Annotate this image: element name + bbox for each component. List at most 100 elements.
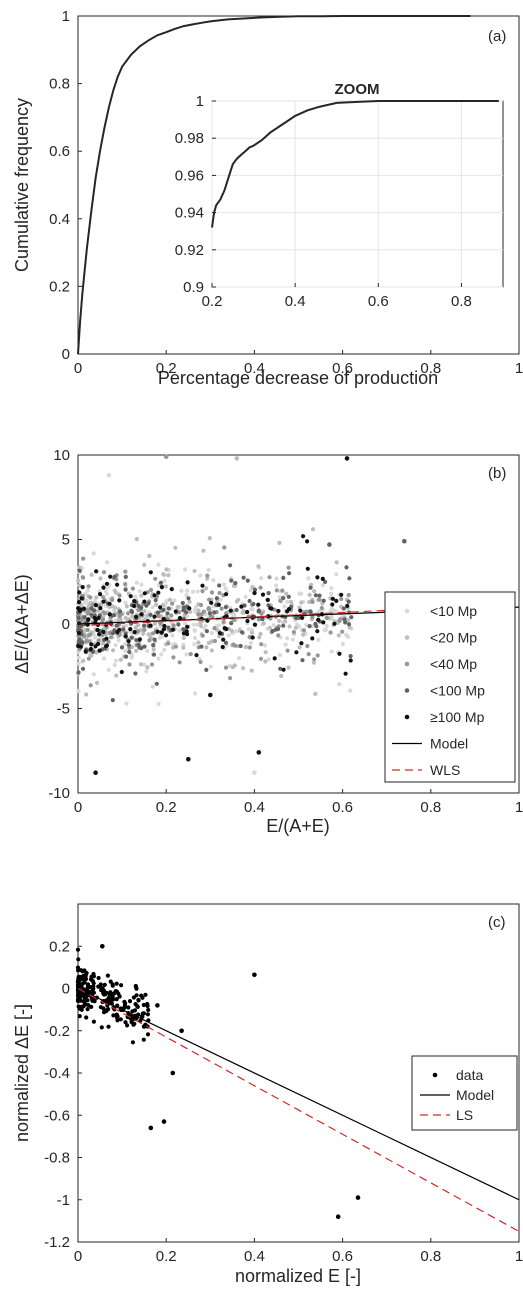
panel-b-point xyxy=(221,582,227,587)
panel-b-point xyxy=(294,616,299,621)
panel-a-ylabel: Cumulative frequency xyxy=(12,98,32,272)
panel-b-point xyxy=(239,604,244,609)
panel-b-point xyxy=(256,602,261,607)
panel-b-point xyxy=(324,627,329,632)
panel-b-point xyxy=(278,598,283,603)
panel-b-point xyxy=(339,592,344,597)
panel-b-point xyxy=(161,607,166,613)
panel-b-point xyxy=(110,631,115,636)
panel-c-point xyxy=(252,972,257,978)
panel-b-point xyxy=(336,633,341,638)
panel-c-legend-label: LS xyxy=(456,1107,473,1123)
panel-b-point xyxy=(261,621,266,626)
panel-c-point xyxy=(116,991,121,997)
panel-b-point xyxy=(111,648,116,653)
panel-b-point xyxy=(279,673,284,679)
panel-b-point xyxy=(281,575,286,581)
panel-b-point xyxy=(104,636,109,641)
panel-b-point xyxy=(285,648,290,653)
panel-b-point xyxy=(259,576,264,581)
panel-c-point xyxy=(148,1125,154,1131)
panel-b-point xyxy=(250,635,255,640)
panel-c-point xyxy=(91,1019,96,1024)
panel-b-point xyxy=(328,609,333,614)
panel-b-point xyxy=(191,622,196,627)
panel-b-point xyxy=(332,621,337,626)
panel-b-point xyxy=(196,608,201,613)
panel-b-point xyxy=(247,598,252,604)
panel-b-point xyxy=(277,540,282,546)
panel-b-point xyxy=(327,542,332,547)
panel-b-xtick-label: 0.6 xyxy=(332,799,353,816)
panel-b-point xyxy=(128,594,133,599)
panel-b-point xyxy=(241,666,246,671)
panel-b-point xyxy=(77,565,82,570)
panel-b-point xyxy=(205,573,210,578)
panel-b-point xyxy=(148,623,153,628)
panel-b-point xyxy=(123,631,128,636)
panel-b-point xyxy=(95,627,100,633)
panel-b-point xyxy=(152,593,157,598)
panel-b-point xyxy=(234,456,240,461)
panel-b-point xyxy=(171,655,176,660)
panel-b-point xyxy=(113,658,119,663)
panel-b-point xyxy=(88,595,93,600)
panel-b-point xyxy=(348,654,353,659)
panel-b-point xyxy=(129,655,134,660)
panel-b-point xyxy=(245,609,250,615)
panel-b-point xyxy=(90,649,96,655)
panel-b-point xyxy=(162,647,167,653)
panel-b-point xyxy=(126,639,131,644)
panel-b-legend-marker xyxy=(404,661,410,667)
panel-b-point xyxy=(281,595,286,601)
panel-b-point xyxy=(321,620,326,625)
inset-cdf-line xyxy=(211,100,499,228)
panel-b-point xyxy=(293,625,298,631)
panel-b-point xyxy=(250,607,255,612)
panel-b-point xyxy=(300,658,305,663)
panel-b-point xyxy=(344,565,349,570)
panel-b-point xyxy=(163,454,169,460)
panel-b-legend-label: Model xyxy=(430,736,468,752)
panel-b-point xyxy=(307,624,312,629)
panel-b-point xyxy=(170,627,176,632)
panel-b-point xyxy=(104,581,110,586)
panel-b-point xyxy=(310,615,315,620)
panel-b-point xyxy=(169,613,174,618)
panel-c-point xyxy=(113,989,118,994)
panel-b-point xyxy=(287,571,292,576)
panel-b-point xyxy=(147,638,152,643)
panel-c-point xyxy=(145,1012,150,1017)
panel-b-ticks: 0 0.2 0.4 0.6 0.8 1 -10 -5 0 5 10 xyxy=(48,447,523,816)
panel-b-point xyxy=(320,576,325,582)
panel-b-point xyxy=(89,642,94,647)
panel-b-point xyxy=(76,578,81,583)
panel-b-legend-label: <40 Mp xyxy=(430,656,477,672)
panel-b-point xyxy=(123,587,128,592)
panel-c-point xyxy=(78,976,83,981)
panel-b-point xyxy=(206,606,211,612)
inset-background xyxy=(211,100,504,288)
panel-c-point xyxy=(75,965,81,970)
panel-b-point xyxy=(82,600,88,605)
panel-c-point xyxy=(98,982,103,987)
panel-b-point xyxy=(175,605,180,611)
panel-b-xtick-label: 0.4 xyxy=(244,799,265,816)
panel-b-point xyxy=(206,640,211,646)
panel-b-point xyxy=(217,631,223,636)
inset-title: ZOOM xyxy=(335,81,380,98)
panel-b-point xyxy=(81,556,86,561)
panel-b-point xyxy=(171,623,176,628)
panel-c-point xyxy=(81,973,86,978)
panel-b-point xyxy=(118,657,123,662)
panel-b-point xyxy=(123,600,128,605)
panel-c-point xyxy=(75,947,81,952)
panel-b-point xyxy=(170,601,175,606)
panel-b-point xyxy=(267,625,273,630)
panel-b-point xyxy=(319,605,324,611)
panel-b-point xyxy=(98,576,103,581)
panel-a: 0 0.2 0.4 0.6 0.8 1 0 0.2 0.4 0.6 0.8 1 (a) Percent… xyxy=(12,8,523,388)
panel-b-point xyxy=(142,623,147,628)
panel-c-point xyxy=(80,981,85,987)
